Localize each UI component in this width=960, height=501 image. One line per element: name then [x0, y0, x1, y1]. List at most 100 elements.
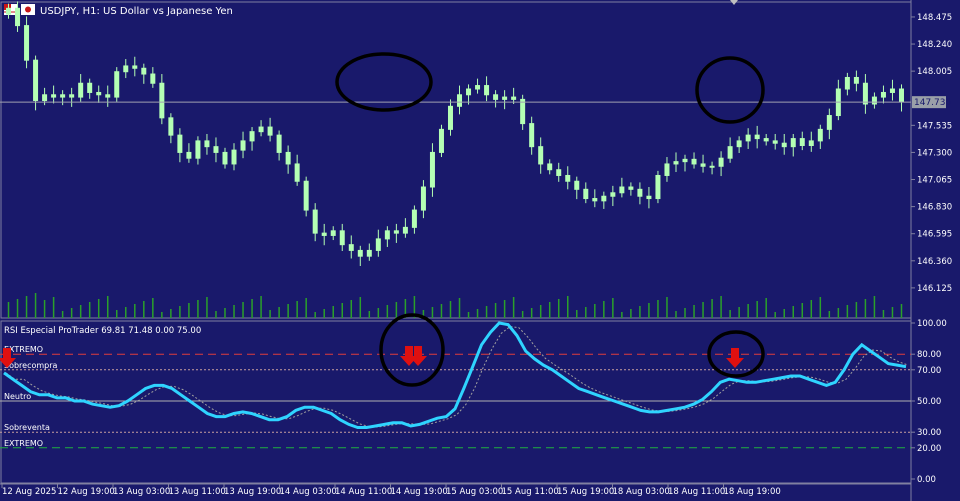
candle-body	[330, 230, 336, 236]
candle-body	[276, 134, 282, 153]
candle-body	[321, 232, 327, 236]
candle-body	[339, 230, 345, 246]
candle-body	[628, 186, 634, 190]
rsi-level-label: EXTREMO	[4, 439, 43, 448]
candle-body	[420, 186, 426, 211]
candle-body	[718, 157, 724, 167]
price-tick-label: 146.125	[917, 284, 952, 294]
signal-arrows	[0, 346, 744, 368]
candle-body	[312, 209, 318, 234]
rsi-line	[3, 321, 907, 429]
time-tick-label: 14 Aug 03:00	[280, 487, 337, 497]
rsi-level-label: Sobreventa	[4, 423, 50, 432]
candle-body	[51, 94, 57, 98]
candle-body	[529, 123, 535, 148]
candle-body	[366, 249, 372, 257]
candle-body	[69, 94, 75, 98]
time-tick-label: 14 Aug 19:00	[391, 487, 448, 497]
candle-body	[447, 105, 453, 130]
candle-body	[538, 146, 544, 165]
candle-body	[799, 138, 805, 147]
candle-body	[871, 96, 877, 105]
candle-body	[159, 82, 165, 119]
candle-body	[132, 65, 138, 69]
candle-body	[222, 151, 228, 165]
candle-body	[709, 165, 715, 168]
candle-body	[258, 126, 264, 133]
candle-body	[357, 249, 363, 257]
candle-body	[87, 82, 93, 93]
time-tick-label: 15 Aug 11:00	[502, 487, 559, 497]
price-tick-label: 147.300	[917, 148, 952, 158]
price-tick-label: 147.535	[917, 121, 952, 131]
candle-body	[826, 115, 832, 130]
price-tick-label: 148.005	[917, 67, 952, 77]
candle-body	[565, 174, 571, 182]
rsi-tick-label: 30.00	[917, 428, 941, 438]
candle-body	[646, 195, 652, 200]
candle-body	[493, 94, 499, 100]
candle-body	[808, 140, 814, 147]
candle-body	[763, 138, 769, 142]
candle-body	[411, 209, 417, 228]
price-tick-label: 146.830	[917, 203, 952, 213]
time-tick-label: 18 Aug 11:00	[668, 487, 725, 497]
candle-body	[15, 7, 21, 27]
candle-body	[186, 151, 192, 159]
candle-body	[294, 163, 300, 182]
candle-body	[853, 76, 859, 84]
rsi-tick-label: 20.00	[917, 444, 941, 454]
rsi-tick-label: 70.00	[917, 366, 941, 376]
indicator-axis: 100.00 80.00 70.00 50.00 30.00 20.00 0.00	[911, 319, 947, 485]
time-tick-label: 13 Aug 03:00	[113, 487, 170, 497]
indicator-title: RSI Especial ProTrader 69.81 71.48 0.00 …	[4, 326, 201, 336]
candle-body	[547, 163, 553, 171]
candle-body	[898, 88, 904, 103]
rsi-tick-label: 50.00	[917, 397, 941, 407]
candle-body	[736, 140, 742, 148]
candle-body	[673, 161, 679, 165]
time-tick-label: 15 Aug 19:00	[557, 487, 614, 497]
price-tick-label: 147.065	[917, 176, 952, 186]
time-tick-label: 14 Aug 11:00	[335, 487, 392, 497]
time-tick-label: 13 Aug 11:00	[169, 487, 226, 497]
svg-text:147.736: 147.736	[914, 98, 951, 108]
candle-body	[475, 85, 481, 90]
one-click-trading-toggle-icon[interactable]	[730, 0, 738, 5]
candle-body	[303, 180, 309, 211]
annotation-circle	[695, 56, 765, 124]
candle-body	[745, 134, 751, 142]
candle-body	[177, 134, 183, 153]
candle-body	[502, 96, 508, 100]
candle-body	[889, 88, 895, 93]
candle-body	[249, 131, 255, 142]
candle-body	[574, 180, 580, 190]
candle-body	[655, 174, 661, 200]
candle-body	[141, 67, 147, 75]
symbol-title: USDJPY, H1: US Dollar vs Japanese Yen	[40, 6, 233, 17]
candle-body	[42, 94, 48, 102]
price-axis: 148.475 148.240 148.005 147.535 147.300 147.0…	[911, 13, 952, 294]
candle-body	[393, 230, 399, 234]
candle-body	[438, 128, 444, 153]
candle-body	[790, 138, 796, 148]
candle-body	[78, 82, 84, 98]
candle-body	[213, 146, 219, 153]
candle-body	[168, 117, 174, 136]
candle-body	[862, 82, 868, 105]
candle-body	[96, 91, 102, 96]
candle-body	[457, 94, 463, 107]
candle-body	[466, 88, 472, 96]
candle-body	[285, 151, 291, 165]
current-price-label: 147.736	[912, 96, 951, 109]
candle-body	[204, 140, 210, 148]
annotation-circles	[335, 52, 765, 387]
sell-arrow-icon	[0, 348, 16, 368]
candle-body	[511, 96, 517, 100]
time-tick-label: 18 Aug 03:00	[613, 487, 670, 497]
price-tick-label: 146.360	[917, 257, 952, 267]
rsi-tick-label: 0.00	[917, 475, 936, 485]
candle-body	[754, 134, 760, 140]
